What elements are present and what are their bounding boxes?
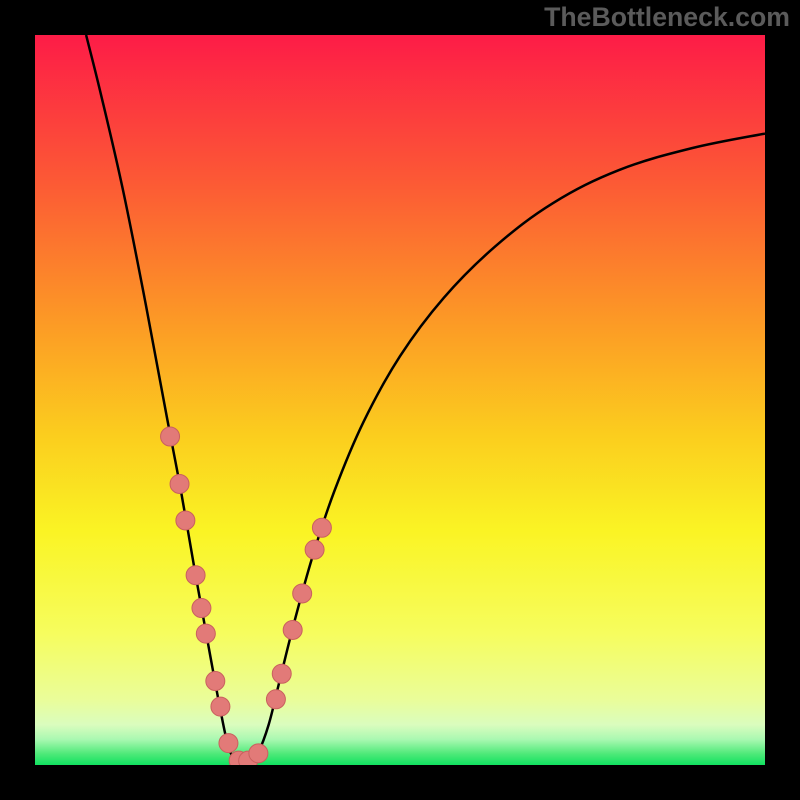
- watermark-text: TheBottleneck.com: [544, 2, 790, 33]
- marker-dot: [211, 697, 230, 716]
- marker-dot: [312, 518, 331, 537]
- marker-dot: [161, 427, 180, 446]
- marker-dot: [176, 511, 195, 530]
- marker-dot: [192, 599, 211, 618]
- marker-dot: [196, 624, 215, 643]
- marker-dot: [186, 566, 205, 585]
- marker-dot: [266, 690, 285, 709]
- marker-group: [161, 427, 332, 765]
- chart-plot: [35, 35, 765, 765]
- marker-dot: [283, 620, 302, 639]
- marker-dot: [305, 540, 324, 559]
- marker-dot: [219, 734, 238, 753]
- marker-dot: [206, 672, 225, 691]
- chart-frame: [35, 35, 765, 765]
- marker-dot: [272, 664, 291, 683]
- marker-dot: [249, 744, 268, 763]
- marker-dot: [170, 474, 189, 493]
- marker-dot: [293, 584, 312, 603]
- bottleneck-curve: [86, 35, 765, 765]
